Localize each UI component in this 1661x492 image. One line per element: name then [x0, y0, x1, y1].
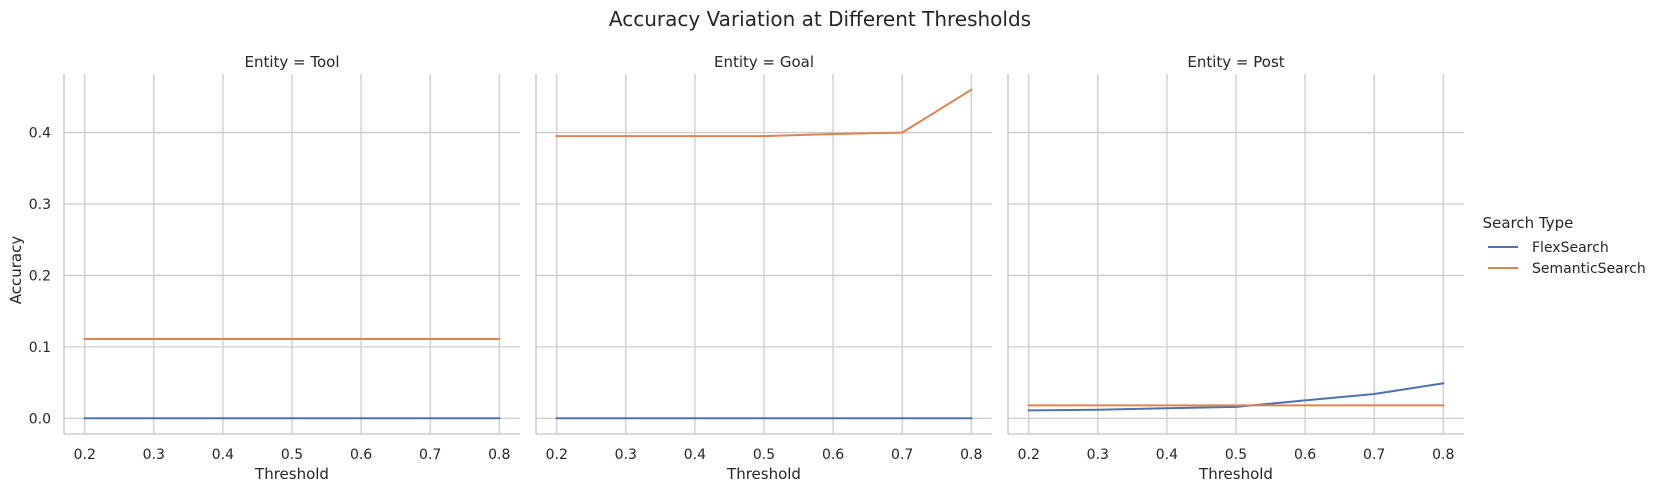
series-line-flexsearch	[1027, 382, 1445, 412]
x-tick-label: 0.8	[488, 447, 510, 463]
x-tick-label: 0.6	[1294, 447, 1316, 463]
x-tick-label: 0.3	[1087, 447, 1109, 463]
legend-title: Search Type	[1483, 214, 1574, 232]
x-tick-label: 0.7	[891, 447, 913, 463]
chart-title: Accuracy Variation at Different Threshol…	[609, 7, 1031, 31]
y-tick-label: 0.1	[29, 340, 51, 356]
x-tick-label: 0.3	[143, 447, 165, 463]
series-line-semanticsearch	[555, 88, 973, 138]
x-tick-label: 0.5	[753, 447, 775, 463]
x-tick-label: 0.7	[419, 447, 441, 463]
x-tick-label: 0.6	[822, 447, 844, 463]
x-tick-label: 0.2	[546, 447, 568, 463]
facet-panels: Entity = Tool 0.2 0.3 0.4 0.5 0.6 0.7 0.8 Thresh…	[29, 53, 1464, 483]
x-tick-label: 0.6	[350, 447, 372, 463]
legend: Search Type FlexSearch SemanticSearch	[1483, 214, 1646, 277]
legend-label: FlexSearch	[1532, 240, 1609, 256]
y-tick-label: 0.3	[29, 197, 51, 213]
x-tick-label: 0.2	[74, 447, 96, 463]
x-axis-label: Threshold	[1198, 465, 1273, 483]
x-tick-label: 0.8	[1432, 447, 1454, 463]
x-tick-label: 0.2	[1018, 447, 1040, 463]
y-tick-label: 0.4	[29, 126, 51, 142]
x-tick-label: 0.5	[1225, 447, 1247, 463]
y-tick-label: 0.0	[29, 411, 51, 427]
facet-title: Entity = Tool	[244, 53, 339, 71]
y-axis-label: Accuracy	[7, 236, 25, 305]
facet-title: Entity = Post	[1187, 53, 1284, 71]
x-tick-label: 0.4	[212, 447, 234, 463]
y-tick-label: 0.2	[29, 268, 51, 284]
x-tick-label: 0.4	[1156, 447, 1178, 463]
x-tick-label: 0.3	[615, 447, 637, 463]
facet-panel: Entity = Goal 0.2 0.3 0.4 0.5 0.6 0.7 0.8 Thresh…	[535, 53, 992, 483]
x-tick-label: 0.4	[684, 447, 706, 463]
x-tick-label: 0.7	[1363, 447, 1385, 463]
x-tick-label: 0.8	[960, 447, 982, 463]
facet-panel: Entity = Post 0.2 0.3 0.4 0.5 0.6 0.7 0.8 Thresh…	[1007, 53, 1464, 483]
facet-panel: Entity = Tool 0.2 0.3 0.4 0.5 0.6 0.7 0.8 Thresh…	[29, 53, 520, 483]
x-tick-label: 0.5	[281, 447, 303, 463]
x-axis-label: Threshold	[254, 465, 329, 483]
legend-label: SemanticSearch	[1532, 261, 1646, 277]
facet-title: Entity = Goal	[714, 53, 814, 71]
x-axis-label: Threshold	[726, 465, 801, 483]
